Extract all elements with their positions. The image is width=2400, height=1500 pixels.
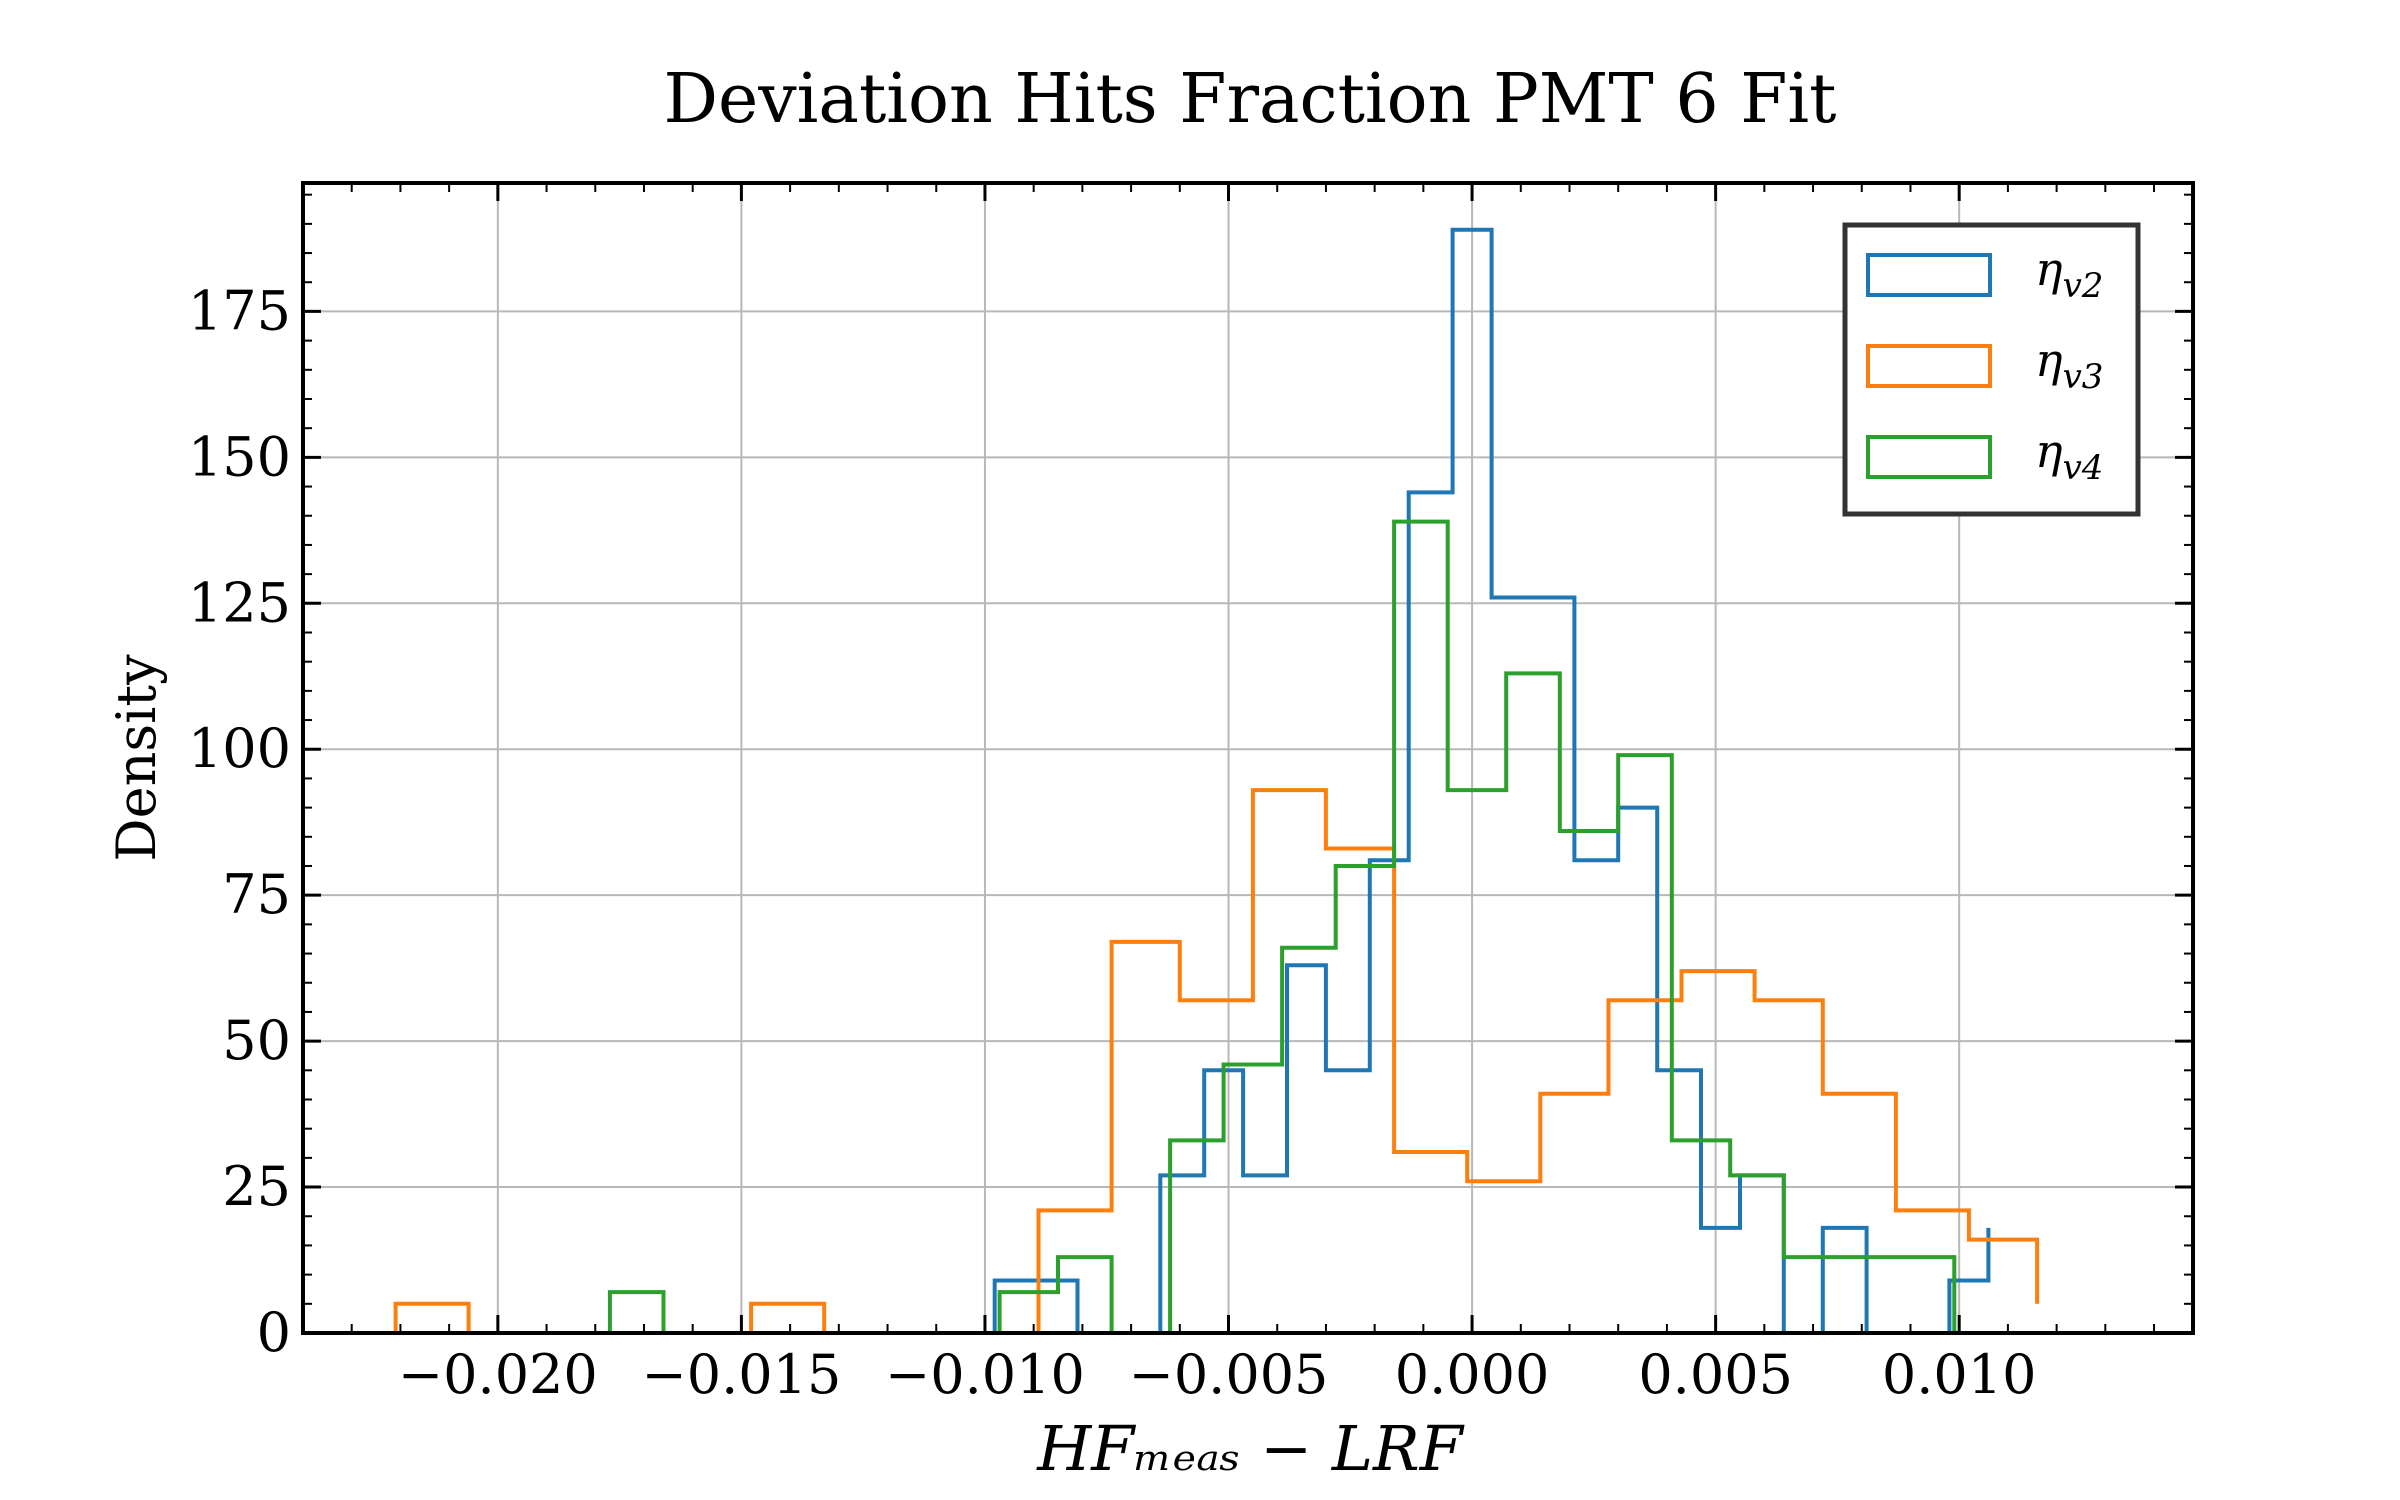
y-tick-label: 25 <box>222 1155 291 1218</box>
histogram-series <box>393 227 2040 1335</box>
x-tick-label: −0.010 <box>885 1343 1085 1406</box>
x-tick-label: −0.005 <box>1129 1343 1329 1406</box>
x-tick-label: 0.000 <box>1395 1343 1550 1406</box>
y-tick-label: 0 <box>257 1301 291 1364</box>
legend-label-v2: ηv2 <box>2035 242 2103 306</box>
x-tick-label: −0.015 <box>641 1343 841 1406</box>
legend-swatch-v3 <box>1866 344 1992 388</box>
x-tick-label: 0.010 <box>1882 1343 2037 1406</box>
y-tick-label: 50 <box>222 1009 291 1072</box>
legend-subscript: v3 <box>2063 357 2104 397</box>
histogram-v2 <box>992 227 1991 1335</box>
legend-label-v4: ηv4 <box>2035 424 2103 488</box>
y-tick-label: 125 <box>188 571 291 634</box>
plot-frame <box>301 181 2195 1335</box>
legend-symbol: η <box>2035 242 2063 296</box>
legend-swatch-v4 <box>1866 435 1992 479</box>
legend-symbol: η <box>2035 333 2063 387</box>
legend-symbol: η <box>2035 424 2063 478</box>
y-tick-label: 100 <box>188 717 291 780</box>
y-tick-label: 175 <box>188 279 291 342</box>
y-tick-label: 150 <box>188 425 291 488</box>
y-axis-label: Density <box>105 654 168 862</box>
legend-subscript: v2 <box>2063 266 2104 306</box>
histogram-v4 <box>607 519 1957 1335</box>
y-tick-label: 75 <box>222 863 291 926</box>
legend-swatch-v2 <box>1866 253 1992 297</box>
legend-subscript: v4 <box>2063 448 2104 488</box>
x-tick-label: 0.005 <box>1638 1343 1793 1406</box>
tick-marks <box>302 183 2193 1335</box>
chart-title: Deviation Hits Fraction PMT 6 Fit <box>664 60 1837 139</box>
tick-labels: −0.020 −0.015 −0.010 −0.005 0.000 0.005 0.010 0… <box>188 279 2037 1406</box>
legend-label-v3: ηv3 <box>2035 333 2103 397</box>
x-tick-label: −0.020 <box>398 1343 598 1406</box>
histogram-v3 <box>393 788 2040 1335</box>
axes <box>301 181 2195 1335</box>
x-axis-label: HFₘₑₐₛ − LRF <box>1036 1412 1465 1485</box>
